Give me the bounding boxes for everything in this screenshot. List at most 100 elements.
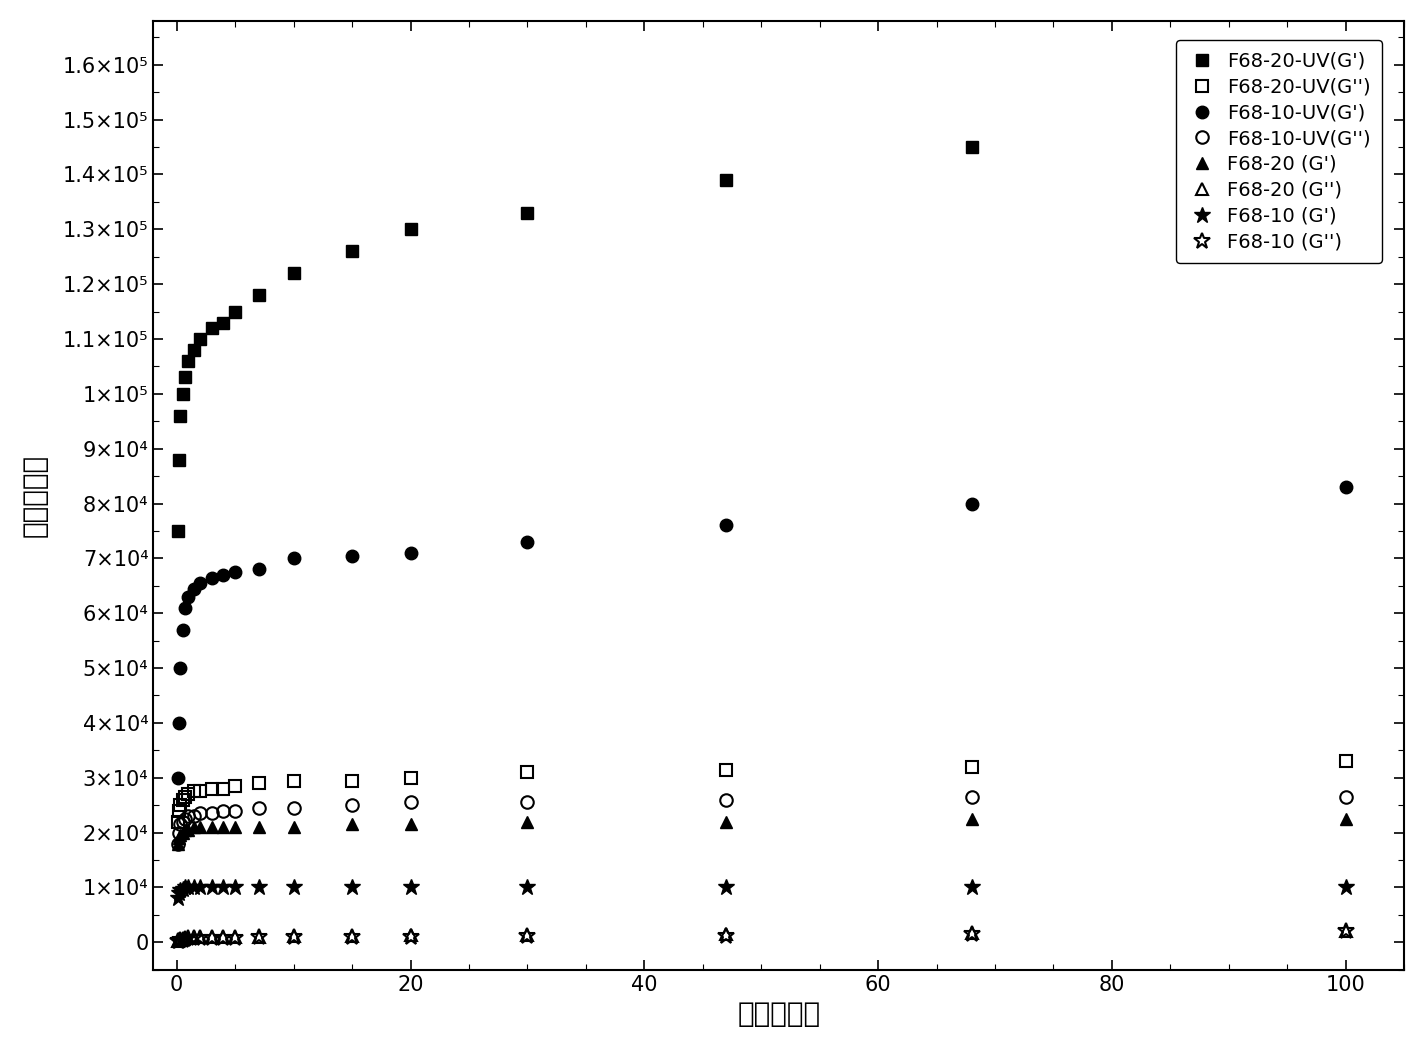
- F68-20 (G''): [249, 930, 266, 943]
- F68-10 (G'): [170, 892, 187, 904]
- Legend: F68-20-UV(G'), F68-20-UV(G''), F68-10-UV(G'), F68-10-UV(G''), F68-20 (G'), F68-2: F68-20-UV(G'), F68-20-UV(G''), F68-10-UV…: [1176, 40, 1382, 263]
- F68-20-UV(G''): [171, 805, 188, 817]
- F68-20-UV(G'): [215, 316, 232, 328]
- F68-20 (G'): [177, 823, 194, 836]
- F68-20 (G''): [963, 926, 980, 939]
- F68-20 (G''): [718, 927, 735, 940]
- Line: F68-20-UV(G''): F68-20-UV(G''): [171, 755, 1352, 828]
- F68-10-UV(G'): [191, 577, 208, 590]
- F68-10-UV(G''): [963, 791, 980, 804]
- F68-10 (G''): [249, 932, 266, 944]
- F68-10 (G''): [1337, 925, 1354, 938]
- F68-10 (G'): [180, 881, 197, 894]
- F68-20 (G'): [191, 821, 208, 834]
- F68-10-UV(G''): [519, 796, 536, 809]
- F68-20-UV(G''): [402, 771, 419, 784]
- F68-20-UV(G''): [215, 783, 232, 795]
- F68-10-UV(G'): [1337, 480, 1354, 493]
- F68-10-UV(G'): [519, 536, 536, 549]
- F68-20 (G''): [204, 930, 221, 943]
- F68-20-UV(G'): [519, 207, 536, 219]
- F68-20 (G'): [249, 821, 266, 834]
- F68-10-UV(G''): [180, 810, 197, 822]
- F68-10-UV(G''): [177, 813, 194, 826]
- Line: F68-20 (G'): F68-20 (G'): [171, 813, 1352, 850]
- F68-10 (G''): [343, 932, 361, 944]
- F68-10-UV(G'): [963, 497, 980, 510]
- F68-20 (G'): [718, 815, 735, 828]
- F68-20-UV(G'): [249, 288, 266, 301]
- F68-20-UV(G''): [963, 761, 980, 773]
- F68-10-UV(G''): [185, 810, 202, 822]
- Line: F68-10 (G'): F68-10 (G'): [170, 879, 1354, 906]
- F68-10-UV(G''): [718, 793, 735, 806]
- F68-10-UV(G''): [1337, 791, 1354, 804]
- F68-20 (G''): [177, 933, 194, 945]
- Y-axis label: 模量（帕）: 模量（帕）: [21, 454, 48, 537]
- F68-20 (G'): [215, 821, 232, 834]
- F68-20-UV(G''): [285, 774, 302, 787]
- F68-10 (G''): [718, 929, 735, 942]
- F68-20 (G''): [180, 932, 197, 944]
- F68-10-UV(G'): [285, 552, 302, 564]
- F68-20-UV(G'): [171, 409, 188, 422]
- F68-10 (G'): [963, 881, 980, 894]
- F68-20-UV(G'): [343, 244, 361, 257]
- F68-10-UV(G''): [171, 818, 188, 831]
- F68-20 (G''): [171, 934, 188, 946]
- F68-10 (G'): [227, 881, 244, 894]
- F68-20-UV(G''): [191, 786, 208, 798]
- F68-20-UV(G''): [204, 783, 221, 795]
- F68-20 (G''): [191, 932, 208, 944]
- F68-10 (G''): [285, 932, 302, 944]
- F68-10-UV(G''): [215, 805, 232, 817]
- F68-20-UV(G'): [191, 333, 208, 345]
- F68-20 (G'): [171, 829, 188, 841]
- F68-20-UV(G''): [1337, 755, 1354, 768]
- F68-20 (G'): [170, 837, 187, 850]
- F68-10 (G'): [171, 886, 188, 899]
- F68-10-UV(G'): [170, 771, 187, 784]
- F68-10-UV(G'): [185, 582, 202, 595]
- F68-10-UV(G''): [174, 815, 191, 828]
- F68-10 (G''): [402, 930, 419, 943]
- F68-20-UV(G''): [227, 779, 244, 792]
- F68-20 (G''): [285, 930, 302, 943]
- F68-10-UV(G''): [204, 807, 221, 819]
- F68-20 (G'): [185, 821, 202, 834]
- F68-20 (G''): [519, 928, 536, 941]
- F68-10 (G'): [718, 881, 735, 894]
- F68-20 (G''): [1337, 925, 1354, 938]
- F68-20-UV(G'): [227, 305, 244, 318]
- F68-10-UV(G''): [402, 796, 419, 809]
- F68-20 (G'): [343, 818, 361, 831]
- F68-10-UV(G'): [174, 623, 191, 636]
- F68-20-UV(G'): [177, 371, 194, 384]
- F68-10 (G'): [171, 884, 188, 897]
- F68-10 (G''): [180, 933, 197, 945]
- F68-10-UV(G'): [402, 547, 419, 559]
- F68-20-UV(G''): [171, 799, 188, 812]
- F68-10 (G'): [215, 881, 232, 894]
- F68-10 (G''): [204, 932, 221, 944]
- F68-10 (G'): [185, 881, 202, 894]
- F68-20 (G''): [185, 932, 202, 944]
- F68-20-UV(G'): [185, 344, 202, 357]
- F68-10-UV(G''): [249, 801, 266, 814]
- F68-10 (G''): [191, 933, 208, 945]
- F68-10 (G''): [177, 933, 194, 945]
- F68-10-UV(G'): [215, 569, 232, 581]
- F68-10 (G'): [174, 882, 191, 895]
- Line: F68-20-UV(G'): F68-20-UV(G'): [171, 113, 1352, 537]
- F68-20-UV(G'): [1337, 113, 1354, 126]
- F68-10 (G'): [177, 881, 194, 894]
- F68-10-UV(G'): [718, 519, 735, 532]
- F68-10-UV(G'): [171, 716, 188, 729]
- F68-20-UV(G'): [963, 141, 980, 153]
- F68-20 (G'): [402, 818, 419, 831]
- F68-20-UV(G'): [285, 266, 302, 279]
- F68-20-UV(G'): [402, 223, 419, 236]
- F68-20 (G''): [171, 934, 188, 946]
- F68-10 (G'): [249, 881, 266, 894]
- F68-10-UV(G''): [227, 805, 244, 817]
